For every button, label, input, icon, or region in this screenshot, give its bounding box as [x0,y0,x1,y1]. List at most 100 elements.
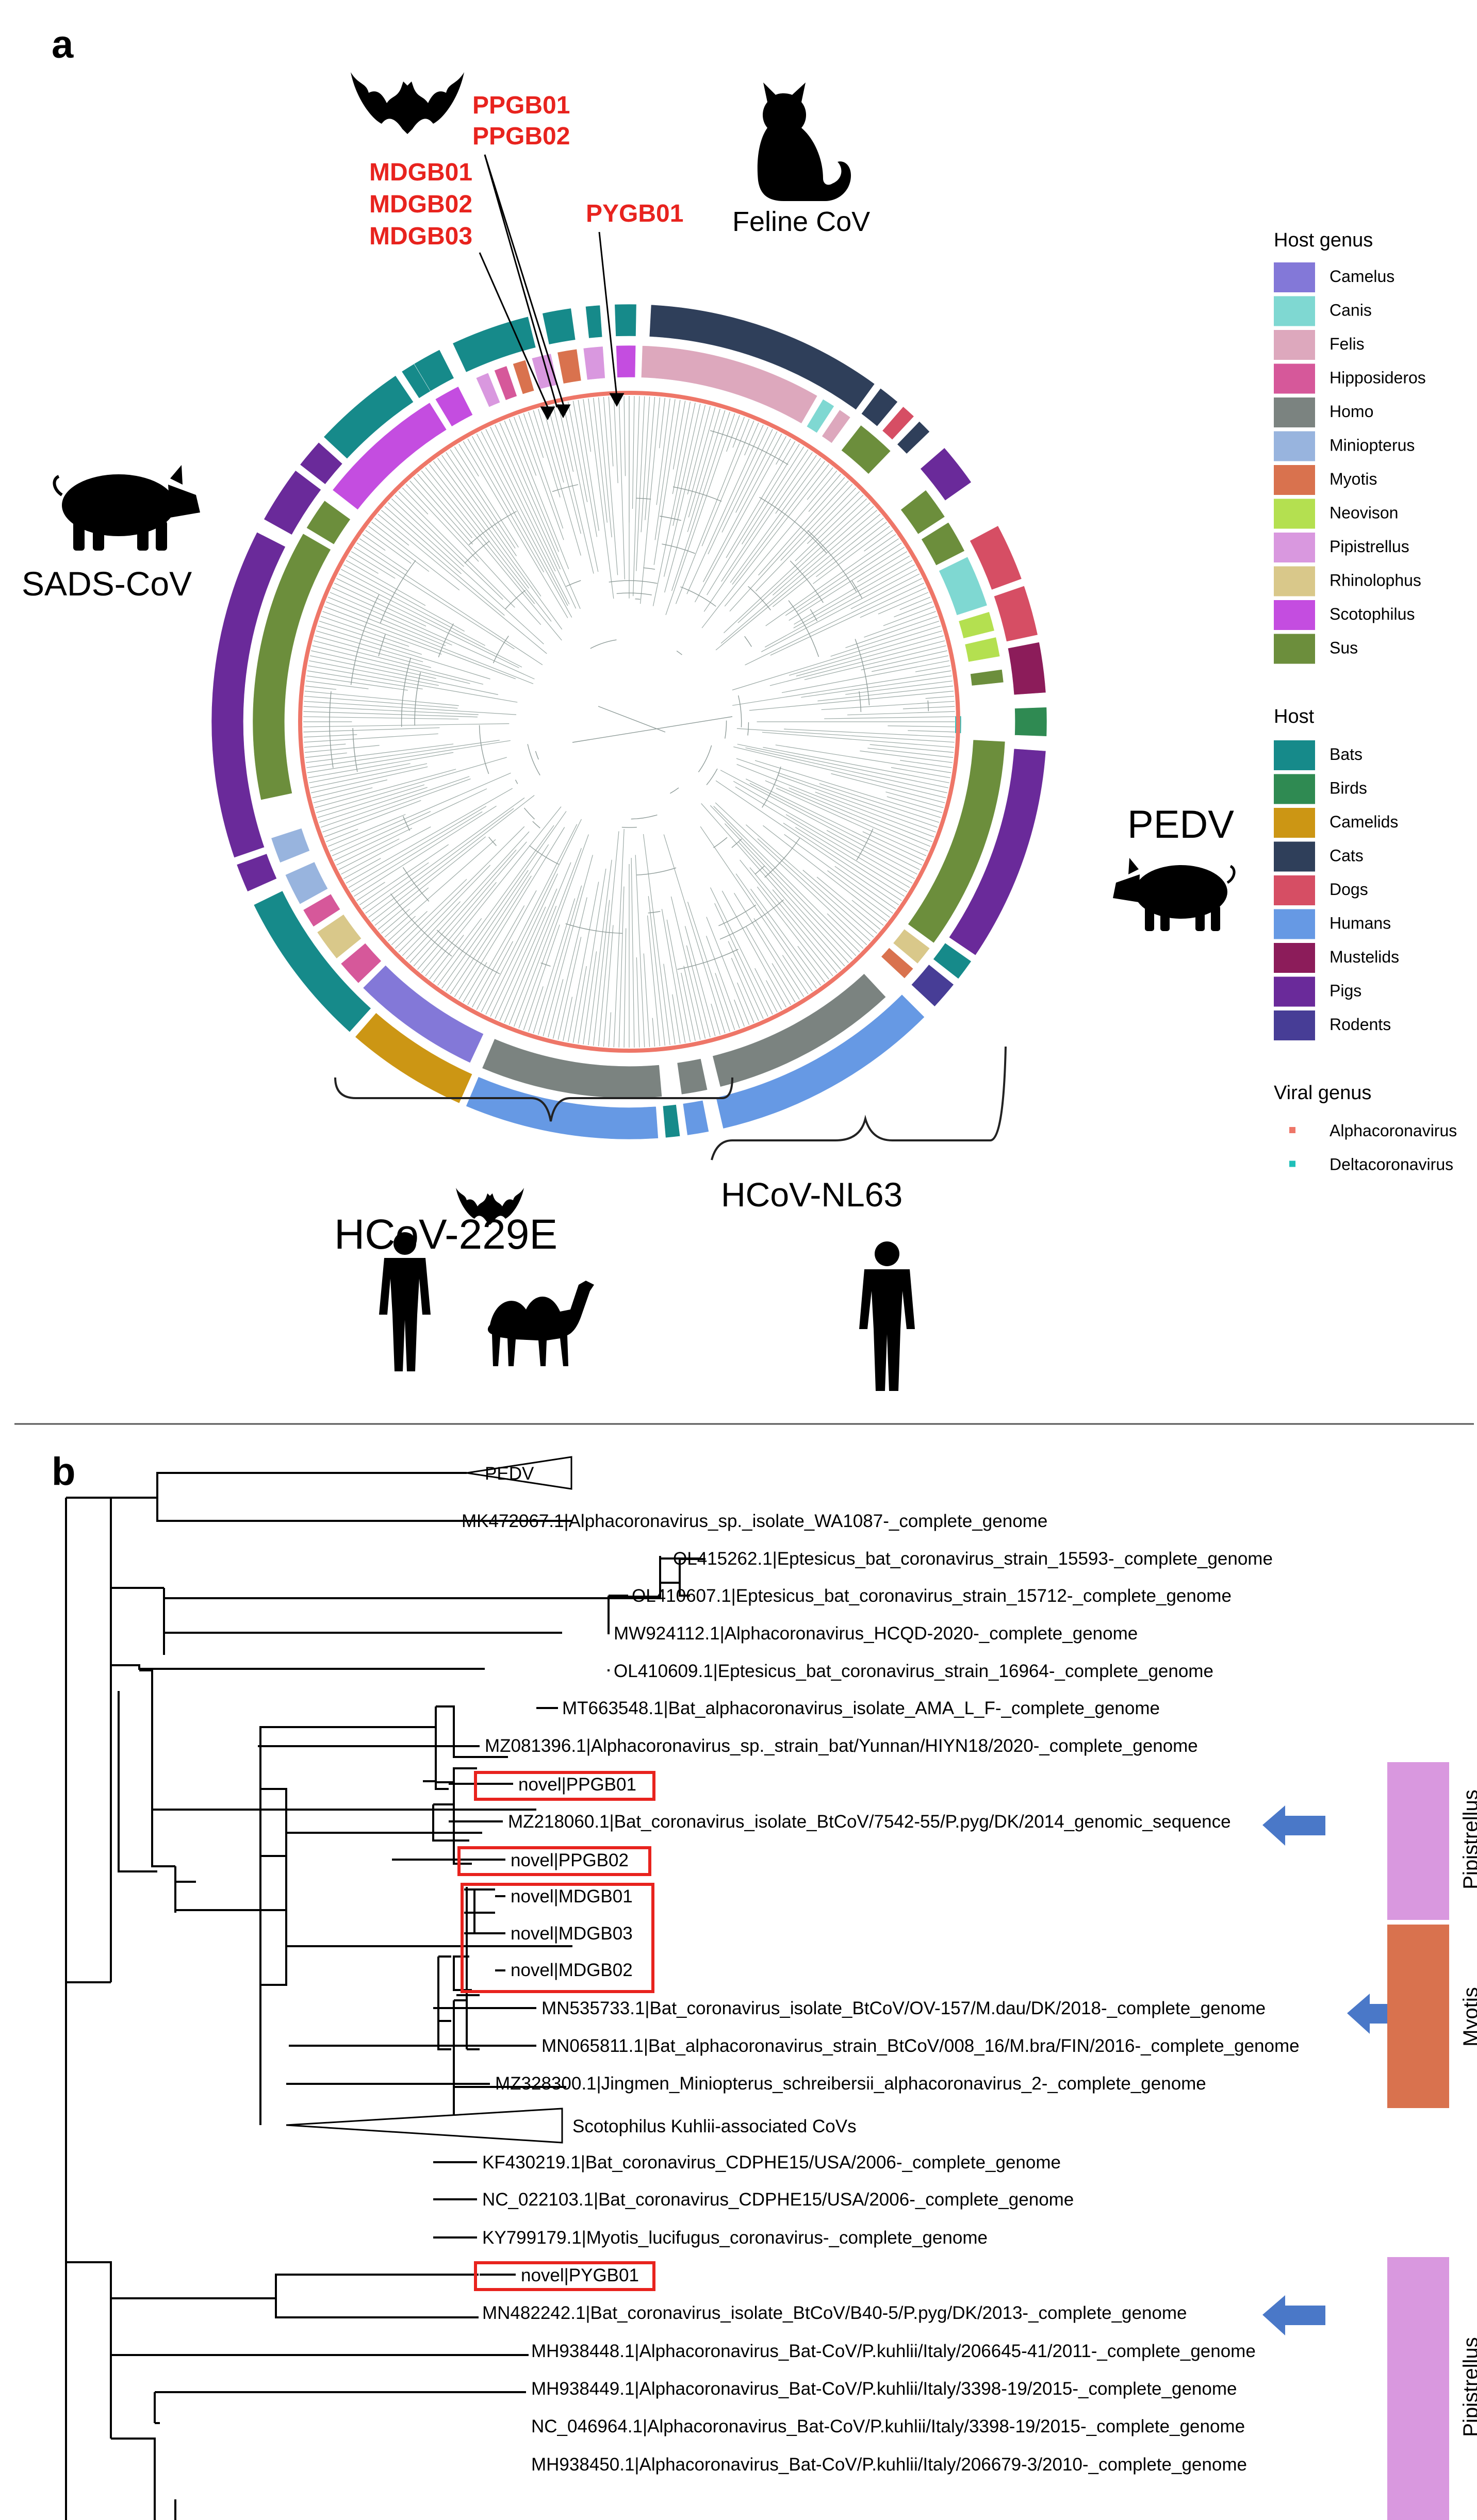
human-icon [379,1232,431,1371]
camel-icon [487,1281,594,1366]
tree-branch [785,538,899,616]
tree-branch [665,413,735,615]
tree-branch [485,819,582,1015]
tree-branch [670,896,706,1039]
pointer-lines [479,154,625,421]
cat-icon [757,82,851,201]
legend-item-label: Rodents [1330,1015,1391,1034]
tree-branch [750,888,821,986]
svg-text:MDGB03: MDGB03 [369,223,472,250]
taxon-label: novel|MDGB02 [511,1960,633,1980]
tree-branch [356,882,385,901]
inner-ring-segment [964,637,1000,662]
tree-branch [603,925,614,1047]
tree-branch [365,798,525,914]
tree-branch [334,788,487,861]
tree-branch [733,781,913,884]
tree-branch [305,681,369,689]
tree-branch [336,578,519,668]
tree-branch [463,441,568,618]
inner-ring-segment [317,914,362,959]
tree-branch [753,918,805,997]
tree-branch [789,631,943,676]
legend-swatch [1274,566,1315,596]
tree-branch [305,743,454,763]
collapsed-label-pedv: PEDV [485,1464,534,1484]
tree-branch [710,887,773,1015]
legend-swatch [1274,431,1315,461]
legend-swatch [1274,363,1315,394]
tree-branch [618,886,625,1048]
tree-branch [532,821,540,828]
tree-branch [388,916,416,941]
tree-branch [715,802,867,946]
outer-ring-segment [715,994,925,1129]
tree-branch [613,828,625,1048]
tree-branch [608,396,614,467]
tree-branch [684,926,716,1036]
inner-ring-segment [252,533,331,801]
tree-branch [552,897,587,1039]
tree-branch [686,424,764,594]
legend-item-label: Sus [1330,639,1358,657]
tree-branch [659,397,665,449]
tree-branch [737,982,754,1023]
tree-branch [635,599,641,600]
tree-branches [303,396,962,1048]
tree-branch [808,474,841,512]
tree-branch [405,484,479,562]
tree-branch [860,587,927,618]
tree-branch [731,838,742,848]
tree-branch [736,758,938,828]
inner-ring-segment [363,965,484,1063]
outer-ring-segment [897,421,930,454]
legend-item-label: Myotis [1330,470,1377,488]
taxon-label: MN065811.1|Bat_alphacoronavirus_strain_B… [541,2036,1300,2056]
tree-branch [514,417,537,476]
taxon-label: MH938449.1|Alphacoronavirus_Bat-CoV/P.ku… [531,2379,1237,2399]
tree-branch [726,415,740,452]
tree-branch [421,882,497,973]
tree-branch [481,431,570,605]
tree-branch [872,655,948,672]
tree-branch [304,701,517,715]
tree-branch [405,901,461,960]
inner-ring-segment [641,345,818,424]
tree-branch [861,650,947,671]
tree-branch [322,611,442,655]
inner-ring-segment [340,942,382,984]
tree-branch [720,510,877,644]
tree-branch [413,849,517,967]
tree-branch [776,788,927,856]
tree-branch [902,706,955,709]
tree-branch [523,924,560,1031]
tree-branch [749,690,954,711]
tree-branch [320,776,470,828]
tree-branch [433,918,482,983]
tree-branch [401,657,412,727]
tree-branch [732,670,951,706]
tree-branch [676,650,682,655]
tree-branch [446,452,517,556]
tree-branch [735,873,817,989]
legend-item-label: Pipistrellus [1330,537,1409,556]
tree-branch [616,592,652,595]
tree-branch [780,484,853,561]
human-icon [859,1241,915,1391]
tree-branch [402,487,429,515]
tree-branch [350,594,380,685]
tree-branch [326,828,358,842]
legend-viral-genus-title: Viral genus [1274,1082,1371,1104]
svg-text:PPGB01: PPGB01 [472,92,570,119]
tree-branch [588,398,614,599]
tree-branch [785,814,910,888]
inner-ring-segment [513,359,535,395]
tree-branch [317,625,490,679]
tree-branch [856,828,874,860]
tree-branch [777,775,936,833]
tree-branch [686,945,711,1038]
tree-branch [718,904,757,926]
outer-ring-segment [649,304,875,410]
tree-branch [352,728,358,772]
tree-branch [766,980,782,1010]
